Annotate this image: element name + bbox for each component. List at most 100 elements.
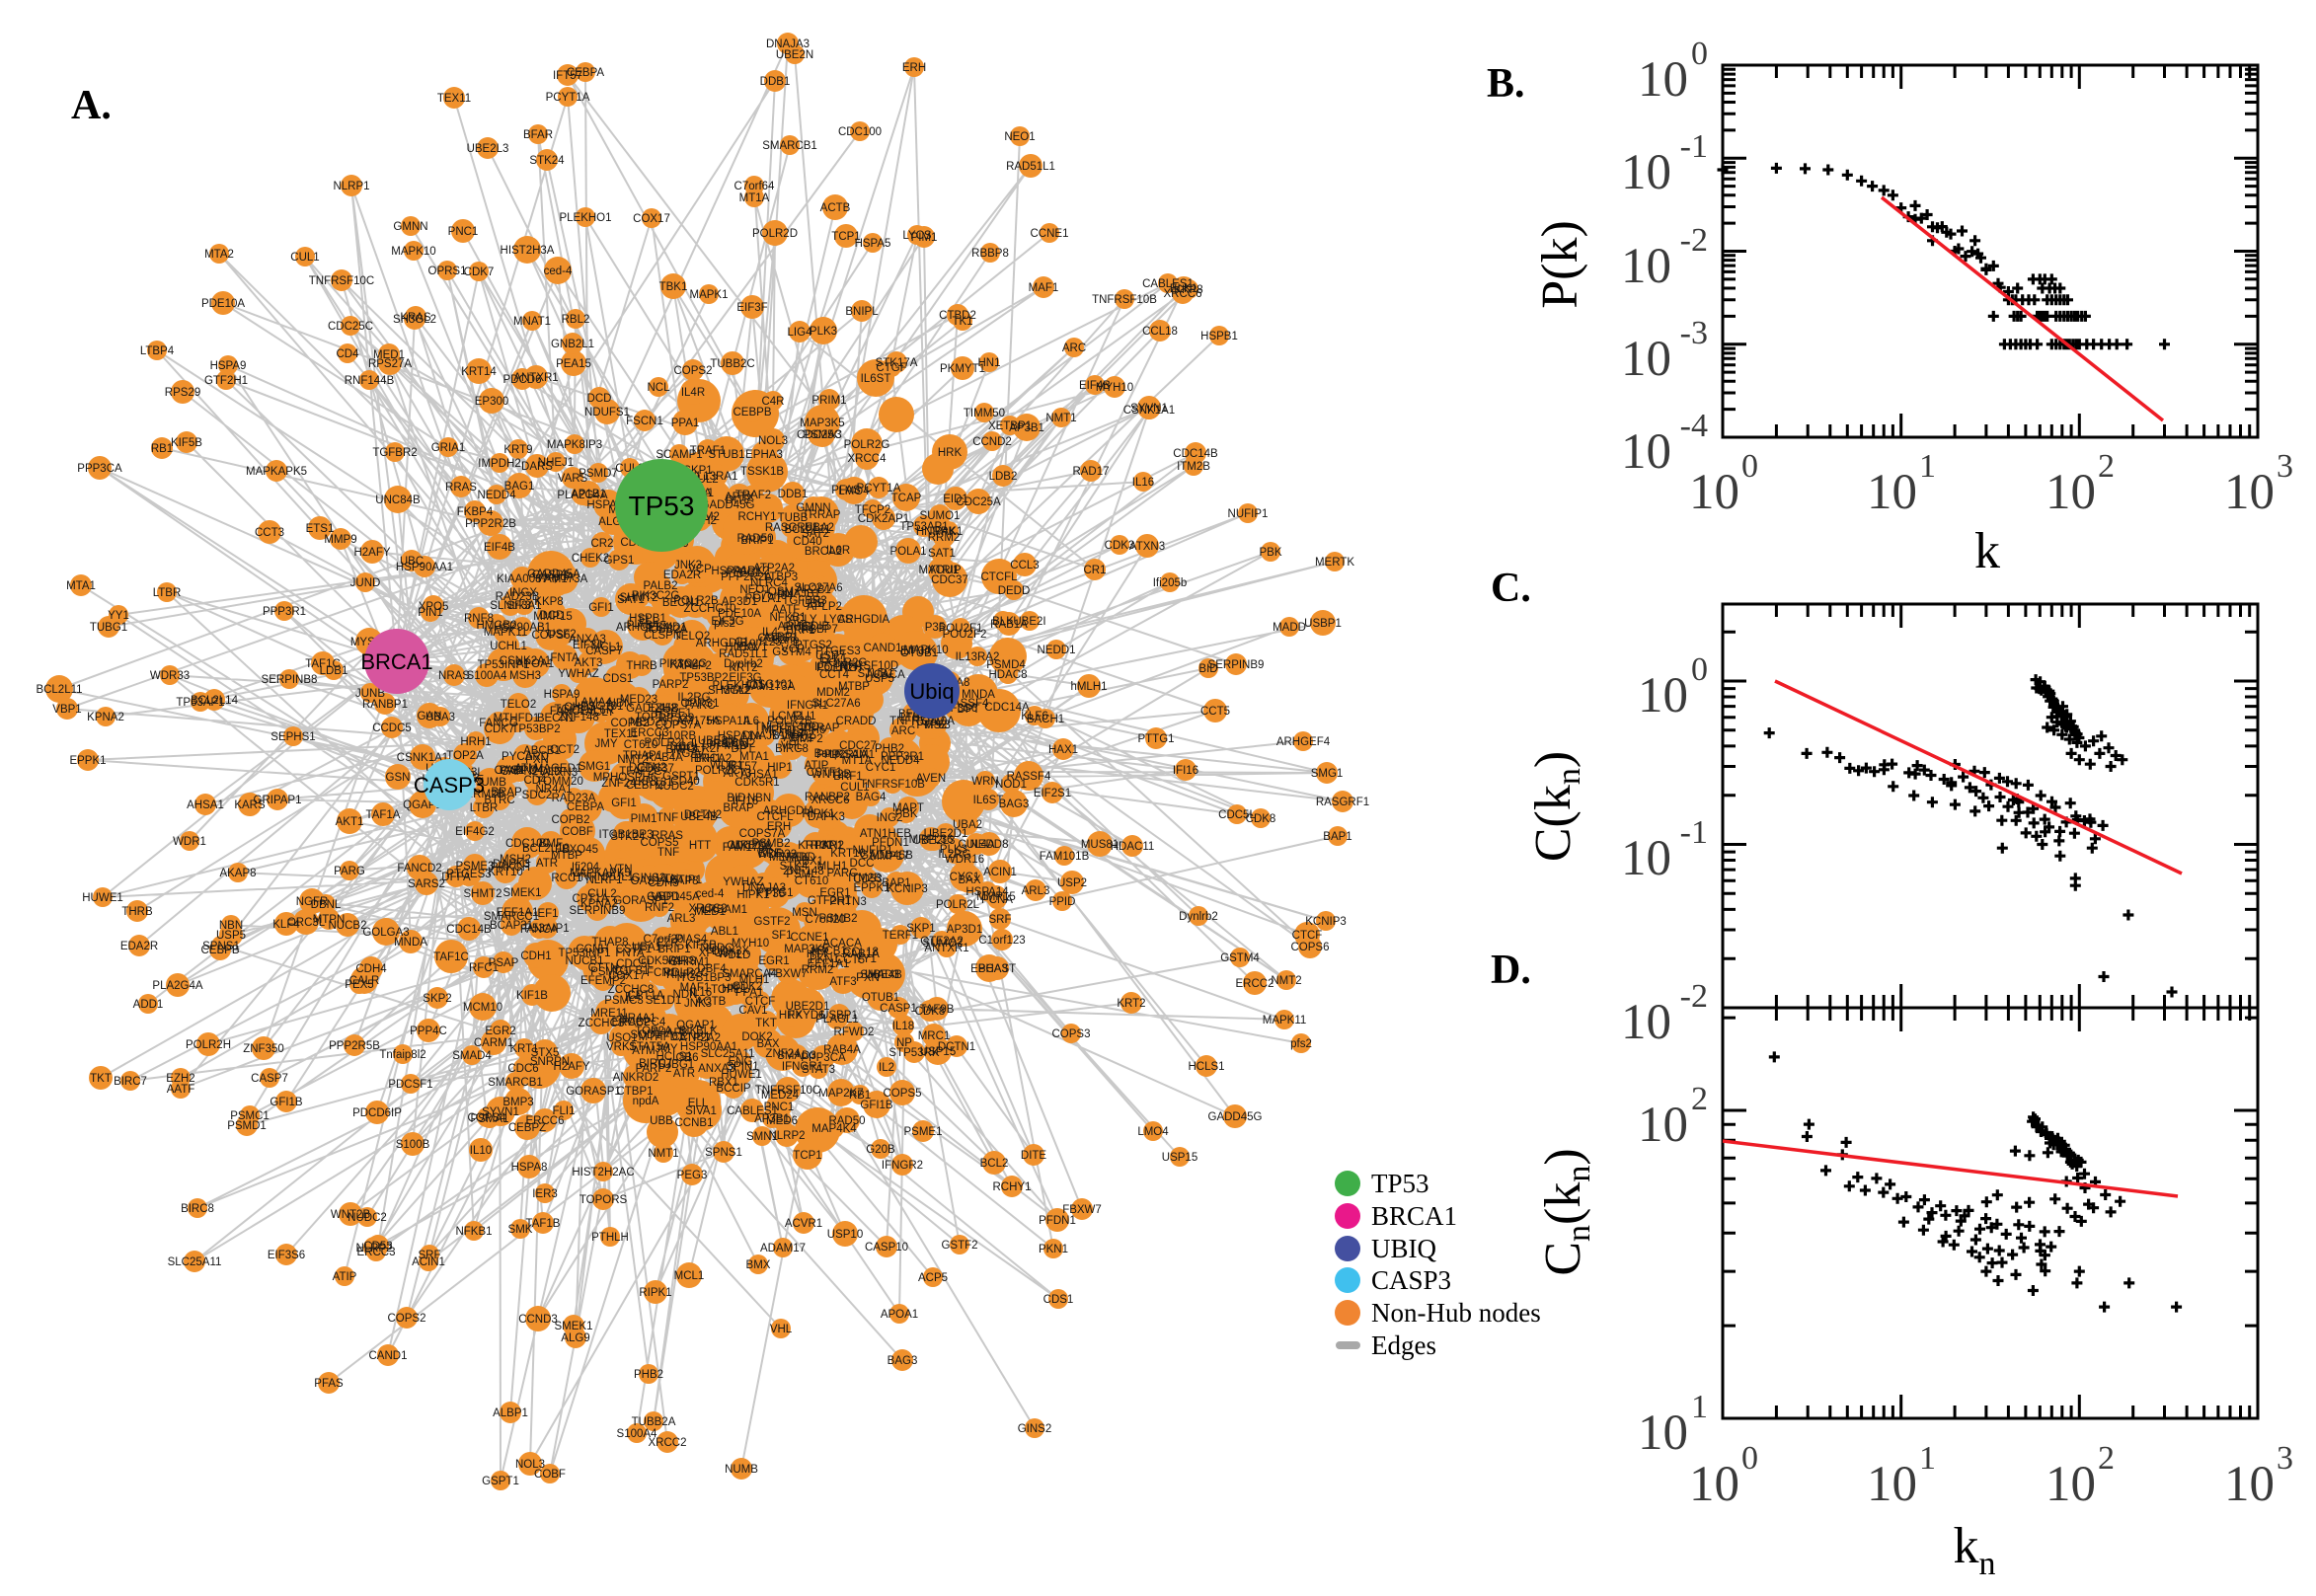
svg-text:PLAGL1: PLAGL1: [815, 1014, 858, 1026]
svg-text:STAT3: STAT3: [802, 1064, 835, 1076]
svg-text:RANBP2: RANBP2: [805, 792, 850, 803]
svg-text:CPT1A: CPT1A: [627, 990, 663, 1002]
svg-text:MRE11: MRE11: [731, 840, 768, 852]
svg-text:RNF144B: RNF144B: [345, 375, 395, 387]
svg-text:TAF1C: TAF1C: [305, 658, 341, 670]
svg-text:MED23: MED23: [630, 717, 667, 728]
svg-text:PCYT1A: PCYT1A: [546, 92, 590, 104]
svg-text:PDCD6IP: PDCD6IP: [352, 1107, 402, 1119]
svg-text:RAB4A: RAB4A: [823, 1044, 861, 1056]
svg-text:BIRC8: BIRC8: [181, 1203, 214, 1215]
svg-text:HMGB2: HMGB2: [477, 620, 517, 632]
svg-text:CDC5L: CDC5L: [1218, 809, 1256, 821]
svg-text:STX5: STX5: [531, 1047, 560, 1059]
svg-text:BAG4: BAG4: [856, 792, 887, 803]
svg-text:THAP8: THAP8: [651, 1027, 687, 1039]
svg-text:RCHY1: RCHY1: [993, 1181, 1032, 1193]
svg-text:IL6ST: IL6ST: [861, 373, 891, 385]
svg-text:CR1: CR1: [1083, 565, 1106, 576]
svg-text:pfs2: pfs2: [1290, 1038, 1312, 1050]
svg-text:STK24: STK24: [529, 155, 565, 167]
svg-text:KIF1B: KIF1B: [516, 990, 548, 1002]
svg-text:Ifi205b: Ifi205b: [1153, 577, 1188, 589]
svg-text:JMY: JMY: [595, 738, 618, 750]
svg-text:OPRS1: OPRS1: [428, 266, 467, 277]
svg-text:10: 10: [1621, 995, 1671, 1050]
svg-text:IL10: IL10: [470, 1145, 492, 1157]
svg-text:IL6R: IL6R: [826, 545, 850, 557]
svg-text:USP15: USP15: [1162, 1152, 1197, 1164]
svg-text:COPS2: COPS2: [388, 1313, 426, 1325]
svg-text:PSME1: PSME1: [904, 1126, 943, 1138]
svg-text:CR2: CR2: [590, 538, 613, 550]
svg-text:TEX11: TEX11: [437, 93, 471, 105]
svg-text:POLR2G: POLR2G: [844, 439, 890, 451]
svg-text:ATF3: ATF3: [829, 976, 856, 988]
svg-text:HSPB1: HSPB1: [1200, 331, 1238, 342]
svg-text:GSTF2: GSTF2: [753, 916, 790, 928]
svg-text:MAP3K5: MAP3K5: [800, 418, 844, 429]
svg-text:ALG9: ALG9: [561, 1332, 589, 1344]
svg-text:LTBR: LTBR: [153, 587, 182, 599]
svg-text:NOD1: NOD1: [995, 779, 1027, 791]
svg-text:LRSAM1: LRSAM1: [702, 904, 747, 916]
svg-text:DNAJA3: DNAJA3: [766, 38, 810, 50]
svg-text:UBA2: UBA2: [805, 522, 834, 534]
svg-text:GADD45A: GADD45A: [527, 569, 580, 580]
svg-text:TIMM50: TIMM50: [964, 408, 1005, 419]
svg-text:TNF: TNF: [656, 812, 678, 824]
svg-text:CDK7: CDK7: [464, 266, 495, 278]
svg-text:CASP10: CASP10: [865, 1242, 908, 1254]
svg-text:MED24: MED24: [761, 1090, 800, 1102]
svg-text:IL10RB: IL10RB: [691, 738, 730, 750]
svg-text:IL18: IL18: [892, 1021, 914, 1032]
svg-text:TELO2: TELO2: [674, 631, 710, 643]
svg-text:PFDN1: PFDN1: [1039, 1215, 1076, 1227]
svg-text:NMT1: NMT1: [648, 1148, 678, 1160]
svg-text:BFAR: BFAR: [523, 129, 553, 141]
svg-text:SERPINB8: SERPINB8: [262, 674, 318, 686]
svg-text:HSPA14: HSPA14: [965, 886, 1009, 898]
svg-text:CEBPB: CEBPB: [201, 945, 240, 956]
svg-text:HAX1: HAX1: [1048, 744, 1078, 756]
svg-text:KPNA2: KPNA2: [87, 712, 124, 723]
svg-text:SIVA1: SIVA1: [685, 1105, 717, 1117]
svg-text:TP53BP2: TP53BP2: [511, 723, 560, 735]
svg-text:SMG1: SMG1: [1311, 768, 1344, 780]
svg-text:UBB: UBB: [650, 1115, 673, 1127]
svg-text:PSMC1: PSMC1: [230, 1110, 270, 1122]
svg-text:DFFA: DFFA: [441, 872, 471, 883]
svg-text:ERH: ERH: [902, 62, 926, 74]
svg-text:CDC14B: CDC14B: [1173, 448, 1218, 460]
svg-text:0: 0: [1691, 651, 1708, 688]
svg-text:USBP1: USBP1: [1304, 618, 1342, 630]
svg-text:FANCD2: FANCD2: [397, 863, 441, 874]
svg-text:GOLGA3: GOLGA3: [362, 927, 409, 939]
svg-text:BNIPL: BNIPL: [845, 306, 879, 318]
svg-text:TRIAP1: TRIAP1: [623, 750, 662, 762]
svg-text:IL6: IL6: [743, 716, 759, 727]
svg-text:TERF1: TERF1: [883, 930, 918, 942]
svg-text:CDC100: CDC100: [838, 126, 882, 138]
svg-text:GFI1B: GFI1B: [860, 1100, 893, 1111]
svg-text:HSPA9: HSPA9: [210, 360, 247, 372]
svg-text:RRM2: RRM2: [802, 964, 834, 976]
svg-text:10: 10: [1638, 1406, 1688, 1461]
svg-text:UBE2N: UBE2N: [776, 49, 813, 61]
svg-text:FANCA: FANCA: [520, 924, 559, 936]
svg-text:C.: C.: [1491, 566, 1531, 611]
svg-text:PDCSF1: PDCSF1: [388, 1079, 432, 1091]
svg-text:VCP: VCP: [688, 564, 712, 575]
svg-text:CCL18: CCL18: [1142, 326, 1178, 338]
svg-text:WDR33: WDR33: [150, 670, 190, 682]
svg-text:EDA2R: EDA2R: [120, 941, 158, 952]
svg-text:CCNE1: CCNE1: [1031, 228, 1069, 240]
svg-text:HIST2H3A: HIST2H3A: [501, 245, 555, 257]
svg-text:AVEN: AVEN: [916, 773, 946, 785]
svg-text:MDM2: MDM2: [816, 687, 850, 699]
svg-text:WDR1: WDR1: [173, 836, 206, 848]
svg-text:MT1A: MT1A: [739, 192, 770, 204]
svg-text:-1: -1: [1680, 128, 1708, 165]
svg-text:-2: -2: [1680, 222, 1708, 259]
svg-text:CDC14B: CDC14B: [446, 924, 492, 936]
